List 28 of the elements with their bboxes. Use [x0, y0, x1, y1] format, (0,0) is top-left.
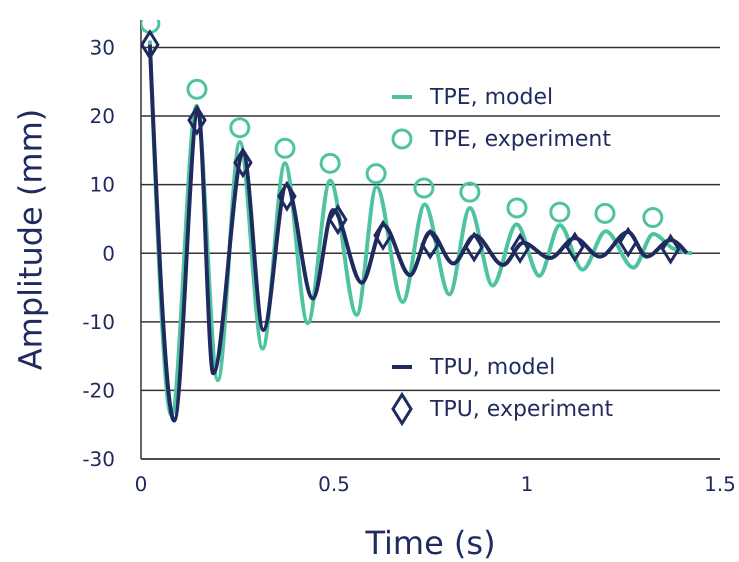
- x-tick-label: 1: [520, 472, 534, 496]
- legend-label: TPU, model: [430, 354, 556, 380]
- point: [320, 152, 341, 174]
- y-tick-label: 30: [90, 36, 115, 60]
- point: [186, 78, 208, 100]
- y-tick-label: -20: [82, 378, 115, 403]
- x-axis-title: Time (s): [364, 524, 496, 562]
- y-tick-label: -30: [82, 447, 115, 472]
- x-tick-label: 0: [134, 472, 148, 496]
- legend-label: TPE, experiment: [430, 126, 611, 152]
- point: [413, 178, 434, 199]
- y-tick-label: -10: [82, 310, 115, 334]
- y-tick-label: 20: [90, 104, 115, 128]
- point: [642, 207, 664, 228]
- point: [274, 138, 296, 159]
- point: [459, 182, 480, 203]
- y-axis-title: Amplitude (mm): [11, 108, 50, 370]
- point: [506, 197, 528, 218]
- x-tick-label: 1.5: [704, 472, 736, 496]
- x-tick-label: 0.5: [318, 472, 350, 496]
- legend-label: TPE, model: [430, 84, 554, 110]
- y-tick-label: 0: [102, 241, 115, 266]
- point: [366, 163, 387, 184]
- legend-label: TPU, experiment: [430, 396, 614, 422]
- y-tick-label: 10: [90, 172, 115, 197]
- point: [549, 202, 570, 223]
- point: [594, 202, 616, 224]
- point: [229, 117, 250, 138]
